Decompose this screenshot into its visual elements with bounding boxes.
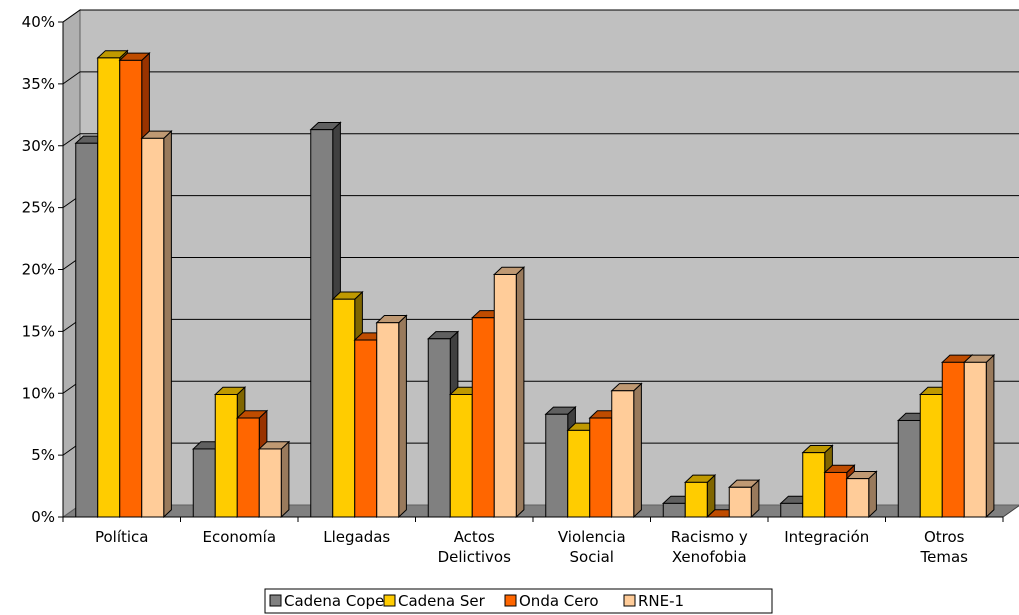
x-axis: Política Economía Llegadas Actos Delictivos V…	[62, 516, 1004, 566]
bar-front	[236, 417, 260, 518]
bar-front	[449, 393, 473, 518]
bar-side	[633, 382, 642, 519]
legend-box	[264, 588, 773, 614]
legend-label: Onda Cero	[519, 592, 599, 610]
bar	[610, 382, 643, 519]
bar	[492, 266, 526, 519]
bar-front	[119, 59, 143, 518]
bar-front	[941, 361, 965, 518]
bar-front	[258, 448, 282, 518]
bar-front	[897, 419, 921, 518]
legend-swatch	[623, 594, 636, 607]
legend: Cadena Cope Cadena Ser Onda Cero RNE-1	[264, 588, 773, 614]
x-tick-label: Política	[95, 528, 149, 546]
legend-label: Cadena Ser	[398, 592, 486, 610]
bar-front	[214, 393, 238, 518]
bar-front	[332, 298, 356, 518]
y-tick-label: 15%	[22, 322, 55, 340]
gridline	[62, 133, 1019, 147]
bar	[257, 440, 291, 519]
legend-item: Cadena Cope	[269, 592, 384, 610]
bar-front	[963, 361, 987, 518]
bar-front	[75, 142, 99, 518]
bar-front	[141, 137, 165, 518]
legend-item: RNE-1	[623, 592, 684, 610]
legend-swatch	[269, 594, 282, 607]
gridline	[62, 71, 1019, 85]
bar-side	[985, 353, 995, 519]
chart-back-wall	[62, 9, 1019, 518]
x-tick-label: Integración	[784, 528, 869, 546]
bar	[683, 473, 717, 519]
bar-front	[684, 481, 708, 518]
bar-front	[802, 452, 826, 518]
bar-front	[824, 471, 848, 518]
bar-front	[493, 273, 517, 518]
legend-item: Cadena Ser	[383, 592, 486, 610]
bar-front	[354, 339, 378, 518]
bar-front	[567, 429, 591, 518]
bar-front	[728, 486, 752, 518]
bar-side	[868, 470, 877, 519]
x-tick-label: Economía	[202, 528, 276, 546]
bar-front	[662, 502, 686, 518]
bar	[962, 353, 996, 519]
bars	[74, 49, 996, 519]
bar-front	[192, 448, 216, 518]
x-tick-label: Actos Delictivos	[438, 528, 511, 566]
y-tick-label: 0%	[31, 508, 55, 526]
bar	[140, 129, 173, 519]
bar-front	[376, 322, 400, 518]
bar-front	[919, 393, 943, 518]
bar-front	[97, 57, 121, 518]
bar-side	[280, 440, 290, 519]
legend-swatch	[504, 594, 517, 607]
bar-front	[846, 478, 870, 518]
y-tick-label: 25%	[22, 199, 55, 217]
bar-front	[780, 502, 804, 518]
bar-front	[471, 317, 495, 518]
y-axis: 0% 5% 10% 15% 20% 25% 30% 35% 40%	[22, 13, 64, 526]
bar-side	[398, 314, 407, 519]
x-tick-label: Llegadas	[323, 528, 390, 546]
x-tick-label: Violencia Social	[558, 528, 626, 566]
y-tick-label: 35%	[22, 75, 55, 93]
y-tick-label: 40%	[22, 13, 55, 31]
legend-item: Onda Cero	[504, 592, 599, 610]
bar	[375, 314, 408, 519]
bar-side	[515, 266, 525, 519]
y-tick-label: 20%	[22, 261, 55, 279]
bar-front	[611, 390, 635, 518]
bar-front	[427, 338, 451, 518]
bar-side	[163, 129, 172, 519]
bar-front	[545, 413, 569, 518]
bar	[727, 478, 761, 519]
y-tick-label: 5%	[31, 446, 55, 464]
x-tick-label: Otros Temas	[920, 528, 969, 566]
legend-label: Cadena Cope	[284, 592, 384, 610]
y-tick-label: 10%	[22, 384, 55, 402]
legend-swatch	[383, 594, 396, 607]
bar	[845, 470, 878, 519]
x-tick-label: Racismo y Xenofobia	[671, 528, 748, 566]
gridline	[62, 9, 1019, 23]
bar-front	[310, 129, 334, 518]
legend-label: RNE-1	[638, 592, 684, 610]
bar-front	[589, 417, 613, 518]
y-tick-label: 30%	[22, 137, 55, 155]
